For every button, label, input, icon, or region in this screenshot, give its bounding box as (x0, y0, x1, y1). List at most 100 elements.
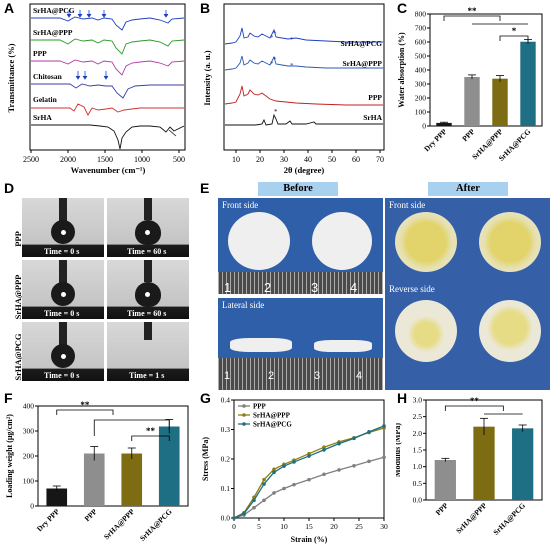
droplet-photo: Time = 0 s (22, 322, 104, 381)
y-axis-label: Water absorption (%) (397, 32, 406, 108)
xrd-line-srha-ppp (224, 55, 383, 71)
y-tick-label: 700 (415, 24, 427, 33)
contact-angle-panel: PPP SrHA@PPP SrHA@PCG Time = 0 s Time = … (0, 196, 200, 386)
before-header: Before (258, 182, 338, 196)
y-tick-label: 300 (415, 80, 427, 89)
lateral-side-photo: Lateral side 1 2 3 4 (218, 298, 383, 390)
data-point (322, 448, 326, 452)
ftir-xtick: 2000 (60, 155, 76, 164)
xrd-xtick: 50 (328, 155, 336, 164)
panel-label-c: C (397, 0, 408, 16)
data-point (322, 472, 326, 477)
data-point (282, 486, 286, 491)
droplet-caption: Time = 0 s (44, 309, 80, 318)
data-point (337, 468, 341, 472)
data-point (252, 498, 256, 503)
xrd-xtick: 20 (256, 155, 264, 164)
loading-weight-chart: Loading weight (μg/cm²) 0 100 200 300 400 Dry … (5, 400, 189, 543)
x-tick-label: 25 (355, 522, 363, 531)
x-tick-label: 10 (280, 522, 288, 531)
y-tick-label: 100 (415, 108, 427, 117)
panel-label-d: D (4, 180, 15, 196)
data-point (382, 424, 386, 428)
scaffold-disc (312, 212, 372, 270)
reverse-side-label: Reverse side (389, 284, 435, 294)
data-point (352, 436, 356, 441)
significance-label: ** (80, 400, 90, 410)
xrd-xtick: 40 (304, 155, 312, 164)
significance-bracket (444, 405, 504, 411)
y-tick-label: 0.3 (221, 425, 231, 434)
ruler-number: 1 (224, 280, 232, 294)
y-tick-label: 3.0 (413, 396, 423, 405)
ruler (218, 358, 383, 390)
legend-label: PPP (253, 403, 267, 411)
ftir-label-srha-pcg: SrHA@PCG (33, 6, 75, 15)
x-tick-label: Dry PPP (35, 507, 62, 534)
significance-label: ** (470, 396, 480, 406)
xrd-line-srha-pcg (224, 27, 383, 45)
xrd-label-ppp: PPP (368, 93, 382, 102)
ftir-line-gelatin (31, 103, 184, 116)
series-line (233, 427, 385, 519)
water-absorption-chart: Water absorption (%) 0 100 200 300 400 500 600 7… (397, 6, 543, 163)
x-tick-label: SrHA@PCG (138, 507, 174, 543)
data-point (292, 460, 296, 464)
data-point (262, 498, 266, 503)
data-point (322, 445, 326, 449)
ftir-plot-frame (29, 3, 186, 151)
bar (492, 78, 508, 126)
ftir-arrow-srha (168, 129, 177, 137)
x-tick-label: SrHA@PPP (454, 501, 489, 536)
droplet-photo: Time = 60 s (107, 260, 189, 319)
data-point (232, 516, 236, 520)
xrd-x-ticks: 10 20 30 40 50 60 70 (232, 150, 384, 164)
significance-bracket (56, 409, 114, 415)
svg-text:*: * (290, 36, 294, 44)
data-point (307, 454, 311, 458)
data-point (242, 511, 246, 516)
data-point (352, 463, 356, 468)
ftir-label-gelatin: Gelatin (33, 95, 58, 104)
ftir-x-ticks: 2500 2000 1500 1000 500 (23, 150, 185, 164)
panel-label-h: H (397, 390, 408, 406)
ftir-xtick: 2500 (23, 155, 39, 164)
bar (464, 77, 480, 126)
panel-label-f: F (4, 390, 13, 406)
y-tick-label: 400 (23, 402, 35, 411)
ftir-xtick: 500 (173, 155, 185, 164)
y-tick-label: 0.5 (413, 479, 423, 488)
y-tick-label: 200 (415, 94, 427, 103)
x-tick-label: SrHA@PPP (102, 507, 137, 542)
bar (83, 453, 105, 506)
data-point (367, 459, 371, 464)
scaffold-disc-wet (395, 212, 457, 272)
data-point (272, 467, 276, 472)
xrd-xtick: 60 (352, 155, 360, 164)
front-side-label: Front side (222, 200, 259, 210)
significance-bracket (131, 435, 170, 441)
x-axis-label: Strain (%) (291, 535, 328, 544)
y-tick-label: 0 (422, 122, 426, 131)
data-point (272, 491, 276, 495)
xrd-label-srha-pcg: SrHA@PCG (340, 39, 382, 48)
y-tick-label: 0.2 (221, 455, 231, 464)
bar (512, 428, 534, 500)
ftir-line-srha-pcg (31, 16, 185, 31)
ftir-label-srha: SrHA (33, 113, 52, 122)
svg-text:*: * (270, 60, 274, 68)
swelling-photo-panel: Before After Front side 1 2 3 4 Lateral … (218, 182, 550, 390)
y-tick-label: 0.1 (221, 484, 231, 493)
ftir-label-srha-ppp: SrHA@PPP (33, 28, 73, 37)
data-point (252, 505, 256, 510)
legend-label: SrHA@PPP (253, 412, 291, 420)
significance-bracket (499, 35, 529, 41)
bar (121, 453, 143, 506)
ruler (218, 272, 383, 294)
droplet-caption: Time = 1 s (129, 371, 165, 380)
legend-marker (242, 404, 246, 408)
data-point (307, 477, 311, 482)
significance-label: * (512, 26, 517, 36)
bar (436, 122, 452, 126)
